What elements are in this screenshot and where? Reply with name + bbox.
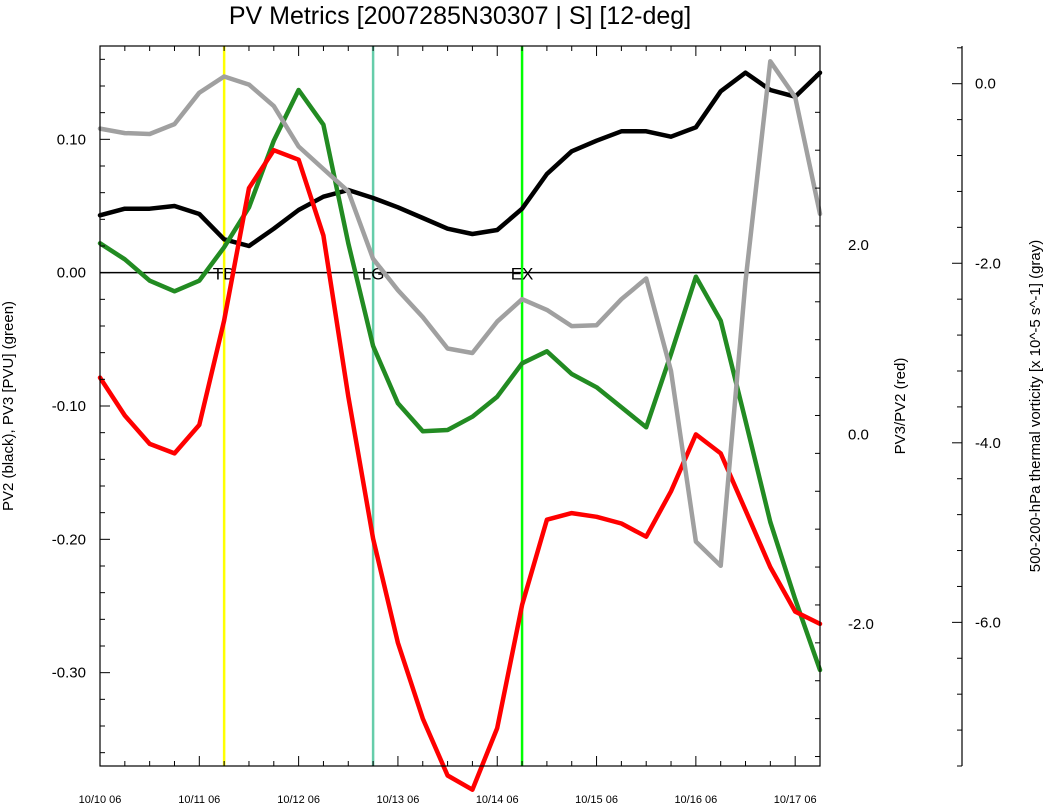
x-tick-label: 10/11 06	[178, 794, 220, 805]
left-axis-label: PV2 (black), PV3 [PVU] (green)	[0, 301, 17, 511]
right-tick-label: 0.0	[848, 426, 869, 443]
series-line-thermal-vorticity	[97, 59, 823, 569]
series-line-pv2	[97, 70, 823, 249]
far-right-tick-label: -6.0	[975, 614, 1001, 631]
event-label-ex: EX	[511, 265, 534, 284]
axis-ticks	[99, 46, 962, 767]
far-right-tick-label: -4.0	[975, 435, 1001, 452]
left-tick-label: 0.00	[57, 265, 86, 282]
x-tick-label: 10/13 06	[377, 794, 420, 805]
x-tick-label: 10/16 06	[674, 794, 717, 805]
right-tick-label: 2.0	[848, 237, 869, 254]
x-tick-label: 10/14 06	[476, 794, 519, 805]
plot-frame	[99, 45, 821, 767]
x-tick-label: 10/17 06	[774, 794, 817, 805]
x-tick-label: 10/12 06	[277, 794, 320, 805]
chart-title: PV Metrics [2007285N30307 | S] [12-deg]	[229, 2, 691, 30]
tick-labels: 0.10 0.00 -0.10 -0.20 -0.30 2.0 0.0 -2.0 0.0 -2.0…	[52, 76, 1001, 805]
x-tick-label: 10/10 06	[79, 794, 122, 805]
left-tick-label: -0.10	[52, 398, 86, 415]
right-axis-label: PV3/PV2 (red)	[892, 358, 909, 455]
x-tick-label: 10/15 06	[575, 794, 618, 805]
far-right-tick-label: -2.0	[975, 255, 1001, 272]
far-right-tick-label: 0.0	[975, 76, 996, 93]
series-lines	[97, 59, 823, 792]
left-tick-label: -0.30	[52, 665, 86, 682]
left-tick-label: -0.20	[52, 531, 86, 548]
right-tick-label: -2.0	[848, 616, 874, 633]
far-right-axis-label: 500-200-hPa thermal vorticity [x 10^-5 s…	[1027, 240, 1044, 573]
left-tick-label: 0.10	[57, 131, 86, 148]
series-line-pv3	[97, 87, 823, 673]
series-line-pv3-pv2	[97, 147, 823, 792]
